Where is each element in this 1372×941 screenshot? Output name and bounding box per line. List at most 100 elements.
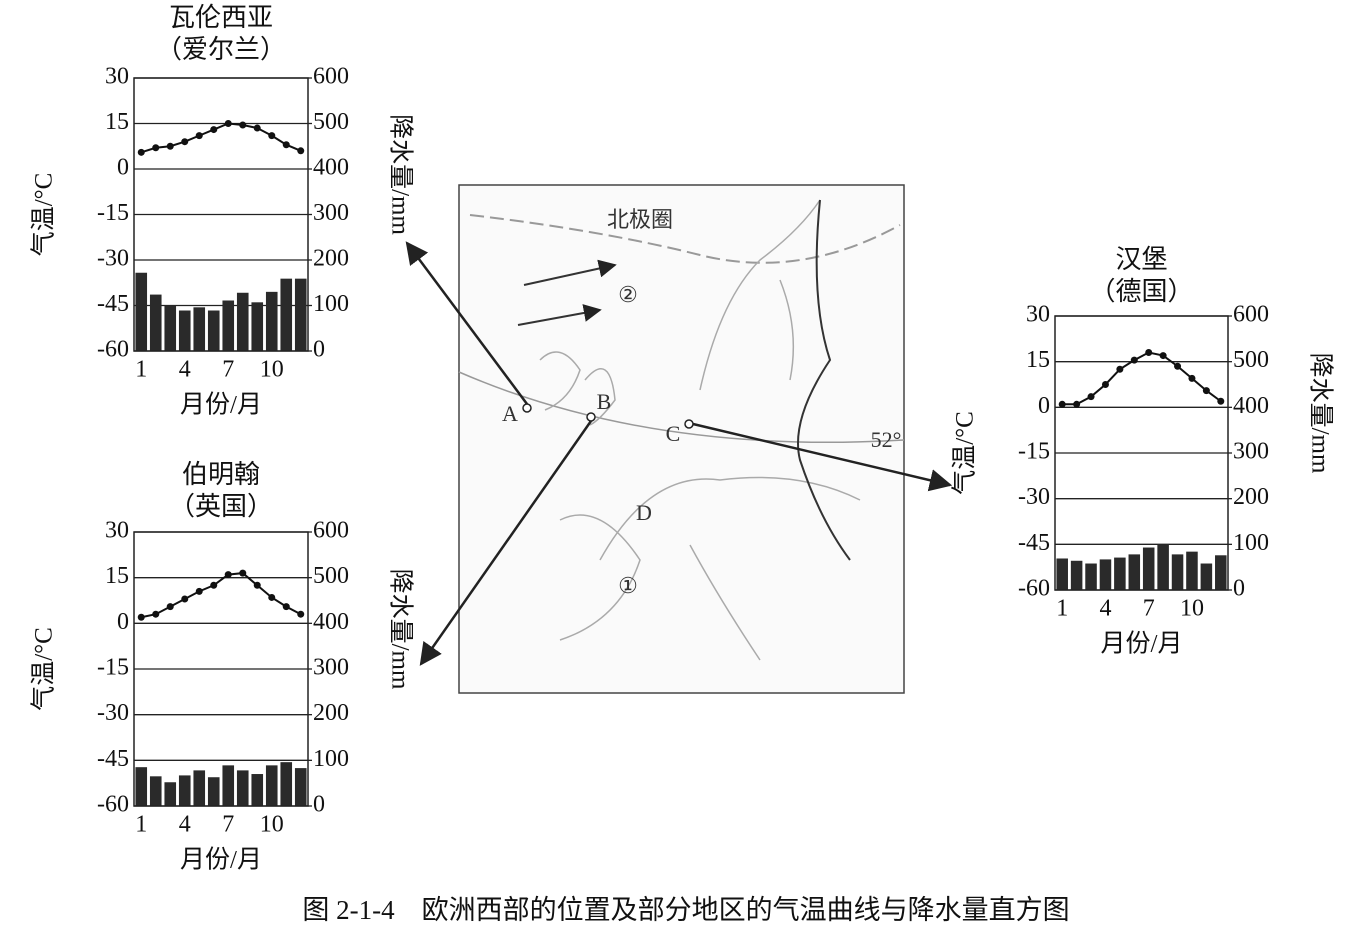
y2-tick-label: 200 — [313, 246, 349, 272]
temp-point — [181, 138, 189, 146]
y2-tick-label: 400 — [313, 609, 349, 635]
y-axis-label: 气温/°C — [30, 627, 58, 711]
y2-axis-label: 降水量/mm — [1306, 353, 1334, 474]
temp-point — [1101, 381, 1109, 388]
temp-point — [282, 603, 290, 611]
temp-point — [253, 124, 261, 132]
precip-bar — [1070, 560, 1083, 590]
y-axis-label: 气温/°C — [30, 173, 58, 257]
precip-bar — [1085, 563, 1097, 590]
map-label: A — [502, 401, 518, 426]
y-tick-label: 30 — [105, 64, 129, 90]
y2-tick-label: 400 — [1233, 393, 1269, 419]
y-tick-label: -60 — [1018, 576, 1050, 602]
y2-axis-label: 降水量/mm — [386, 569, 414, 690]
x-tick-label: 7 — [222, 357, 234, 383]
precip-bar — [178, 775, 191, 806]
y-tick-label: 30 — [105, 518, 129, 544]
precip-bar — [1056, 558, 1068, 590]
chart-subtitle: （德国） — [1089, 277, 1193, 306]
y-tick-label: 15 — [105, 563, 129, 589]
y2-tick-label: 0 — [313, 792, 325, 818]
y2-tick-label: 100 — [313, 746, 349, 772]
temp-point — [181, 595, 189, 603]
temp-point — [1202, 387, 1210, 395]
map-label: 52° — [871, 427, 902, 452]
y2-tick-label: 300 — [313, 655, 349, 681]
temp-line — [141, 572, 302, 619]
precip-bar — [1215, 555, 1227, 590]
link-arrow — [419, 420, 593, 666]
precip-bar — [280, 278, 293, 351]
y2-tick-label: 500 — [313, 109, 349, 135]
precip-bar — [164, 782, 177, 806]
precip-bar — [251, 302, 264, 351]
y2-tick-label: 300 — [1233, 439, 1269, 465]
temp-point — [137, 148, 145, 156]
precip-bar — [149, 294, 162, 351]
map-label: B — [597, 389, 612, 414]
temp-point — [1058, 400, 1066, 408]
precip-bar — [222, 300, 235, 351]
precip-bar — [1186, 551, 1198, 590]
temp-point — [195, 132, 203, 140]
precip-bar — [1128, 554, 1141, 590]
temp-point — [224, 571, 232, 579]
temp-point — [282, 141, 290, 149]
temp-point — [297, 147, 305, 155]
precip-bar — [265, 291, 278, 351]
precip-bar — [1142, 547, 1155, 590]
precip-bar — [236, 292, 249, 351]
chart-subtitle: （爱尔兰） — [156, 35, 286, 64]
y-tick-label: 0 — [117, 155, 129, 181]
wind-arrow — [523, 259, 617, 286]
temp-point — [1087, 393, 1095, 401]
precip-bar — [1171, 554, 1184, 590]
x-axis-label: 月份/月 — [1101, 630, 1183, 658]
precip-bar — [207, 310, 220, 351]
temp-point — [1188, 374, 1196, 382]
site-a — [522, 403, 532, 413]
climate-chart: 瓦伦西亚 （爱尔兰） 30 15 0 -15 -30 -45 -60 600 500 400 300 20… — [30, 3, 415, 419]
wind-arrow — [517, 304, 602, 326]
temp-point — [1174, 362, 1182, 370]
temp-point — [1145, 349, 1153, 357]
precip-bar — [1099, 559, 1112, 590]
y2-tick-label: 600 — [313, 64, 349, 90]
plot-frame — [133, 531, 309, 807]
y2-tick-label: 0 — [1233, 576, 1245, 602]
temp-point — [166, 603, 174, 611]
caption: 图 2-1-4 欧洲西部的位置及部分地区的气温曲线与降水量直方图 — [302, 895, 1069, 925]
y-tick-label: -45 — [97, 746, 129, 772]
temp-point — [239, 569, 247, 577]
y-tick-label: 15 — [105, 109, 129, 135]
x-tick-label: 4 — [179, 812, 191, 838]
temp-point — [210, 581, 218, 589]
temp-point — [239, 121, 247, 129]
precip-bar — [236, 770, 249, 806]
precip-bar — [164, 305, 177, 351]
precip-bar — [251, 774, 264, 806]
plot-frame — [1054, 315, 1229, 591]
y-tick-label: -30 — [97, 246, 129, 272]
y-tick-label: -45 — [1018, 530, 1050, 556]
y2-tick-label: 200 — [313, 700, 349, 726]
x-tick-label: 1 — [135, 357, 147, 383]
y-tick-label: -30 — [97, 700, 129, 726]
precip-bar — [207, 777, 220, 806]
y-tick-label: -15 — [97, 655, 129, 681]
x-axis-label: 月份/月 — [180, 846, 262, 874]
chart-subtitle: （英国） — [169, 492, 273, 521]
precip-bar — [265, 765, 278, 806]
precip-bar — [294, 278, 307, 351]
y2-tick-label: 200 — [1233, 484, 1269, 510]
precip-bar — [178, 310, 191, 351]
x-tick-label: 7 — [222, 812, 234, 838]
x-tick-label: 10 — [260, 357, 284, 383]
y-tick-label: -60 — [97, 792, 129, 818]
y2-tick-label: 100 — [1233, 530, 1269, 556]
y-tick-label: 15 — [1026, 347, 1050, 373]
precip-bar — [149, 776, 162, 806]
precip-bar — [1200, 563, 1213, 590]
